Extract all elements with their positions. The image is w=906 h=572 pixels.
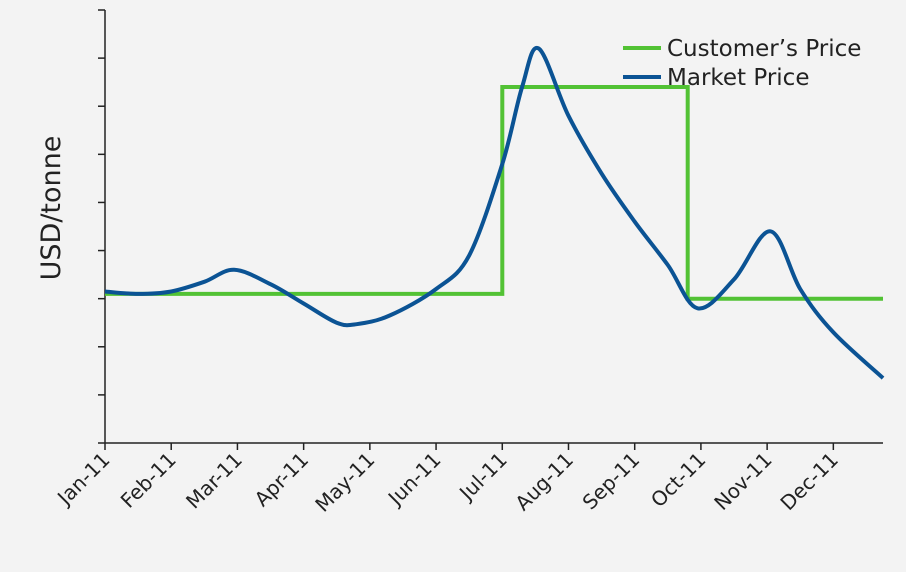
x-tick-label: Jun-11 [382,448,446,512]
x-tick-label: Nov-11 [709,448,776,515]
x-tick-label: Aug-11 [510,448,578,516]
x-tick-label: Oct-11 [646,448,711,513]
x-tick-label: Dec-11 [775,448,842,515]
y-ticks [98,9,105,444]
x-tick-label: Feb-11 [116,448,181,513]
x-tick-label: Apr-11 [250,448,314,512]
x-tick-label: Mar-11 [181,448,247,514]
x-tick-label: May-11 [310,448,379,517]
x-tick-label: Jul-11 [453,448,512,507]
x-tick-label: Sep-11 [578,448,645,515]
series-layer [104,45,885,380]
y-axis-title: USD/tonne [36,136,67,281]
series-line-1 [104,45,885,380]
legend: Customer’s Price Market Price [623,36,861,91]
x-tick-label: Jan-11 [51,448,114,511]
series-line-0 [105,85,883,301]
x-ticks [104,443,835,450]
legend-label-1: Market Price [667,65,809,91]
legend-label-0: Customer’s Price [667,36,861,62]
